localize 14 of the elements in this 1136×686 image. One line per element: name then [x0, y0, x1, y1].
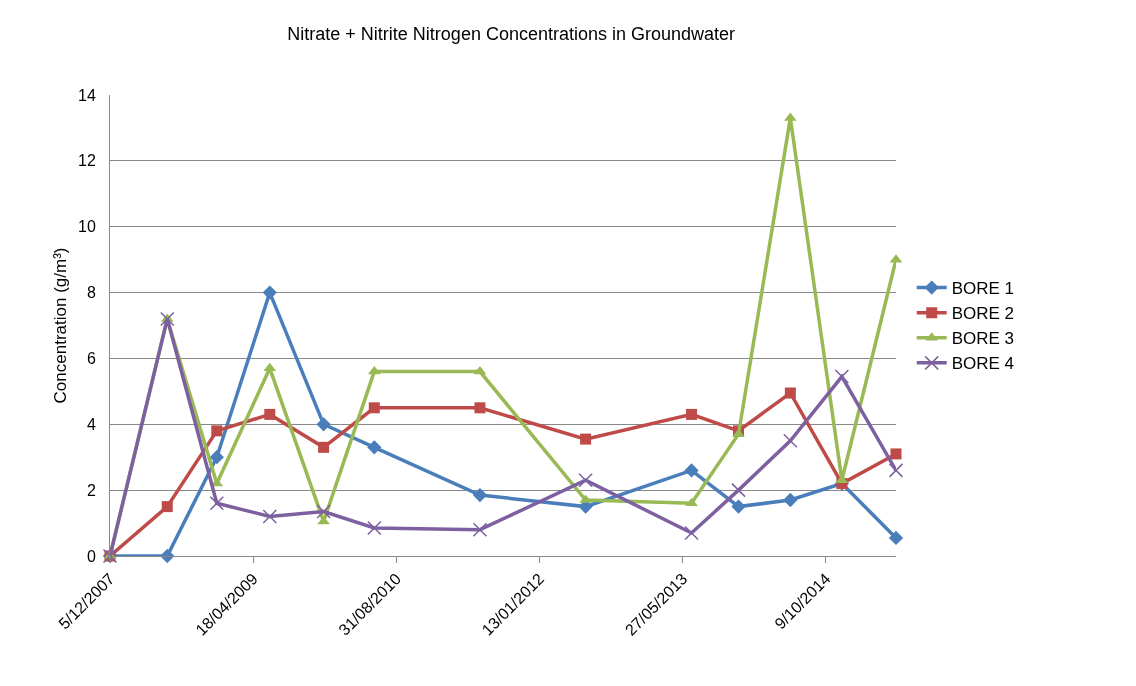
legend-label: BORE 4: [951, 354, 1015, 374]
y-tick-label: 12: [78, 152, 96, 170]
y-tick-label: 14: [78, 86, 96, 104]
y-tick-label: 0: [86, 547, 96, 565]
y-axis-title: Concentration (g/m³): [51, 247, 70, 404]
legend-label: BORE 1: [951, 279, 1015, 299]
y-tick-label: 2: [86, 481, 96, 499]
legend-label: BORE 2: [951, 304, 1015, 324]
y-tick-label: 4: [86, 415, 96, 433]
chart-title: Nitrate + Nitrite Nitrogen Concentrations in Groundwater: [287, 24, 736, 45]
y-tick-label: 10: [78, 218, 96, 236]
legend-label: BORE 3: [951, 329, 1015, 349]
y-tick-label: 6: [86, 350, 96, 368]
y-tick-label: 8: [86, 284, 96, 302]
